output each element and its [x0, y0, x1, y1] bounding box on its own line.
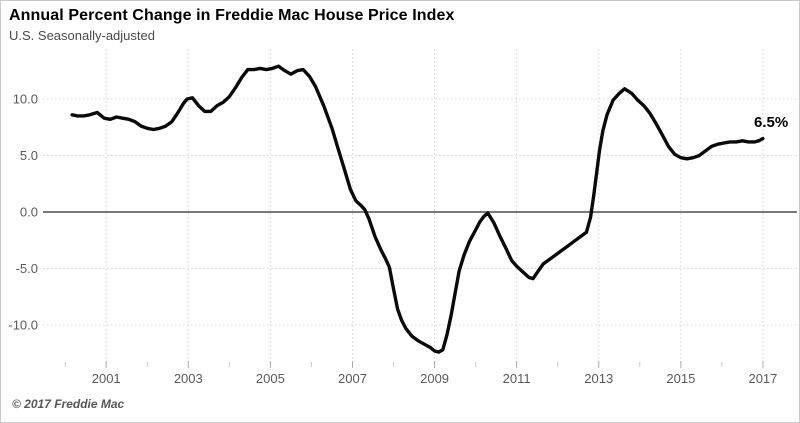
x-axis-tick-label: 2009 — [420, 371, 449, 386]
latest-value-annotation: 6.5% — [754, 114, 789, 131]
x-axis-tick-label: 2001 — [92, 371, 121, 386]
copyright-notice: © 2017 Freddie Mac — [12, 397, 125, 411]
x-axis-tick-label: 2017 — [748, 371, 777, 386]
x-axis-tick-label: 2005 — [256, 371, 285, 386]
x-axis-tick-label: 2007 — [338, 371, 367, 386]
x-axis-tick-label: 2015 — [666, 371, 695, 386]
y-axis-tick-label: -10.0 — [8, 317, 38, 332]
y-axis-tick-label: 0.0 — [20, 204, 38, 219]
y-axis-tick-label: 5.0 — [20, 148, 38, 163]
hpi-line-series — [70, 64, 765, 354]
chart-subtitle: U.S. Seasonally-adjusted — [9, 28, 155, 43]
x-axis-tick-label: 2013 — [584, 371, 613, 386]
chart-title: Annual Percent Change in Freddie Mac Hou… — [9, 7, 455, 24]
x-axis-tick-label: 2003 — [174, 371, 203, 386]
y-axis-tick-label: -5.0 — [16, 261, 38, 276]
y-axis-tick-label: 10.0 — [13, 91, 38, 106]
x-axis-tick-label: 2011 — [503, 371, 531, 386]
